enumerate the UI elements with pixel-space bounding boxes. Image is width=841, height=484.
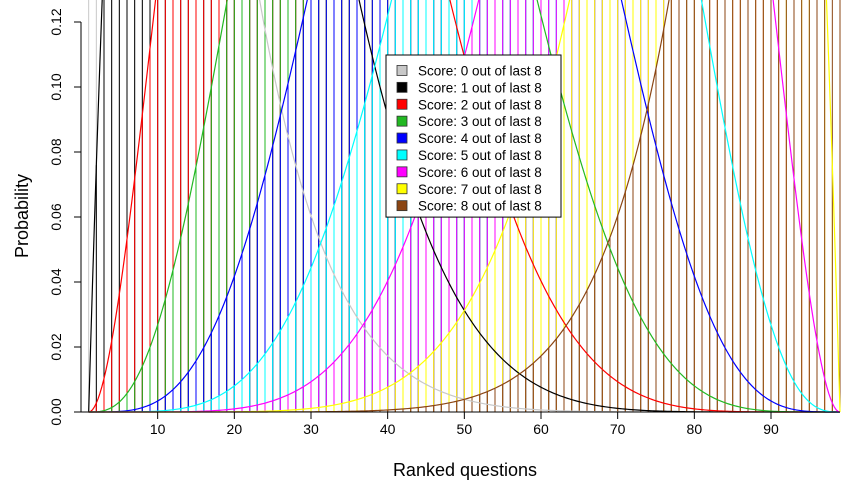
y-tick-label: 0.04: [48, 268, 64, 295]
x-tick-label: 50: [457, 421, 473, 437]
series-line-3: [88, 0, 840, 413]
legend-swatch: [396, 149, 408, 161]
y-tick-label: 0.08: [48, 138, 64, 165]
legend-label: Score: 5 out of last 8: [418, 148, 542, 163]
legend-swatch: [396, 166, 408, 178]
legend-label: Score: 2 out of last 8: [418, 97, 542, 112]
legend-swatch: [396, 183, 408, 195]
legend-swatch: [396, 115, 408, 127]
legend-label: Score: 0 out of last 8: [418, 63, 542, 78]
y-tick-label: 0.12: [48, 8, 64, 35]
x-tick-label: 60: [533, 421, 549, 437]
y-axis-label: Probability: [12, 174, 32, 258]
series-line-4: [88, 0, 840, 413]
x-axis-label: Ranked questions: [393, 460, 537, 480]
y-tick-label: 0.10: [48, 73, 64, 100]
legend-label: Score: 1 out of last 8: [418, 80, 542, 95]
legend-swatch: [396, 81, 408, 93]
legend-swatch: [396, 65, 408, 76]
x-tick-label: 80: [687, 421, 703, 437]
legend: Score: 0 out of last 8 Score: 1 out of la…: [385, 54, 562, 218]
y-tick-label: 0.00: [48, 398, 64, 425]
legend-label: Score: 6 out of last 8: [418, 165, 542, 180]
legend-swatch: [396, 98, 408, 110]
x-tick-label: 90: [763, 421, 779, 437]
legend-label: Score: 8 out of last 8: [418, 199, 542, 214]
legend-label: Score: 4 out of last 8: [418, 131, 542, 146]
legend-label: Score: 7 out of last 8: [418, 182, 542, 197]
x-tick-label: 10: [150, 421, 166, 437]
y-tick-label: 0.06: [48, 203, 64, 230]
x-tick-label: 30: [303, 421, 319, 437]
legend-swatch: [396, 132, 408, 144]
y-tick-label: 0.02: [48, 333, 64, 360]
legend-swatch: [396, 200, 408, 212]
legend-label: Score: 3 out of last 8: [418, 114, 542, 129]
axes: 10 20 30 40 50 60 70 80 90 0.00 0.02 0.04 0.06 0.08 0.…: [48, 8, 840, 437]
series-line-5: [88, 0, 840, 413]
x-tick-label: 20: [227, 421, 243, 437]
x-tick-label: 40: [380, 421, 396, 437]
legend-box: [385, 54, 562, 218]
x-tick-label: 70: [610, 421, 626, 437]
